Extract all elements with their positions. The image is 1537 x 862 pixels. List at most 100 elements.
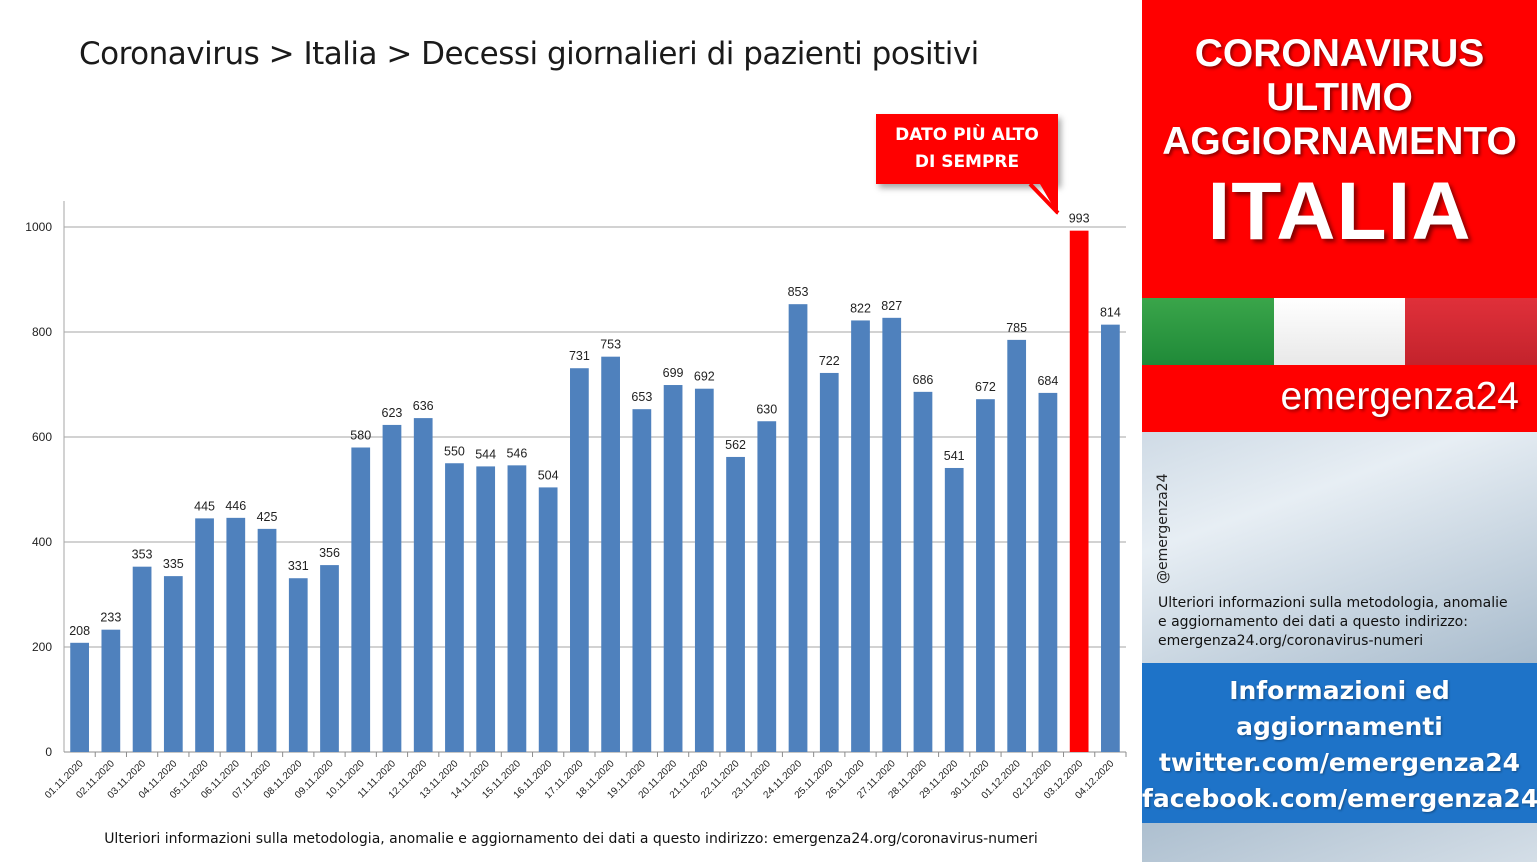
italian-flag — [1142, 298, 1537, 365]
bar — [570, 368, 589, 752]
facebook-link[interactable]: facebook.com/emergenza24 — [1142, 784, 1537, 813]
y-tick-label: 800 — [32, 325, 52, 339]
sidebar-header: CORONAVIRUS ULTIMO AGGIORNAMENTO ITALIA — [1142, 0, 1537, 298]
header-country: ITALIA — [1207, 166, 1472, 257]
flag-white-stripe — [1274, 298, 1405, 365]
footer-note: Ulteriori informazioni sulla metodologia… — [104, 831, 1038, 847]
bar — [694, 388, 714, 752]
bar — [382, 424, 402, 752]
social-handle: @emergenza24 — [1155, 473, 1171, 585]
data-label: 722 — [819, 354, 840, 368]
bar — [476, 466, 496, 752]
bar — [851, 320, 870, 752]
data-label: 993 — [1069, 212, 1090, 226]
data-label: 853 — [788, 285, 809, 299]
data-label: 814 — [1100, 306, 1121, 320]
header-line2: ULTIMO — [1266, 76, 1413, 119]
data-label: 541 — [944, 449, 965, 463]
data-label: 653 — [631, 390, 652, 404]
data-label: 544 — [475, 447, 496, 461]
info-line1: Informazioni ed — [1229, 676, 1450, 705]
twitter-link[interactable]: twitter.com/emergenza24 — [1158, 748, 1521, 777]
bar — [1007, 339, 1027, 752]
sidebar-note-line2: e aggiornamento dei dati a questo indiri… — [1158, 614, 1468, 630]
data-label: 753 — [600, 338, 621, 352]
bar — [101, 629, 121, 752]
bar — [788, 304, 808, 752]
bar — [882, 317, 902, 752]
y-tick-label: 1000 — [25, 220, 52, 234]
bar — [413, 418, 433, 752]
sidebar-note-line3: emergenza24.org/coronavirus-numeri — [1158, 633, 1424, 649]
sidebar-note-line1: Ulteriori informazioni sulla metodologia… — [1158, 595, 1508, 611]
data-label: 208 — [69, 624, 90, 638]
bar — [507, 465, 527, 752]
data-label: 699 — [663, 366, 684, 380]
y-tick-label: 400 — [32, 535, 52, 549]
data-label: 684 — [1037, 374, 1058, 388]
callout-line2: DI SEMPRE — [914, 152, 1020, 172]
bar — [288, 578, 308, 752]
bar — [1101, 324, 1120, 752]
bar — [445, 463, 464, 752]
info-box: Informazioni ed aggiornamenti twitter.co… — [1142, 663, 1537, 823]
data-label: 446 — [225, 499, 246, 513]
data-label: 692 — [694, 370, 715, 384]
bar — [70, 642, 89, 752]
y-tick-label: 0 — [45, 745, 52, 759]
bar — [632, 409, 652, 752]
data-label: 785 — [1006, 321, 1027, 335]
data-label: 636 — [413, 399, 434, 413]
data-label: 335 — [163, 557, 184, 571]
callout-line1: DATO PIÙ ALTO — [895, 125, 1039, 145]
data-label: 356 — [319, 546, 340, 560]
page-title: Coronavirus > Italia > Decessi giornalie… — [79, 36, 979, 72]
data-label: 731 — [569, 349, 590, 363]
brand-name: emergenza24 — [1280, 375, 1520, 418]
brand-bar: emergenza24 — [1142, 365, 1537, 432]
data-label: 822 — [850, 301, 871, 315]
data-label: 630 — [756, 402, 777, 416]
bar — [257, 528, 277, 752]
bar — [663, 385, 683, 752]
info-line2: aggiornamenti — [1236, 712, 1443, 741]
data-label: 504 — [538, 468, 559, 482]
header-line3: AGGIORNAMENTO — [1162, 120, 1517, 163]
record-callout: DATO PIÙ ALTO DI SEMPRE — [876, 114, 1058, 184]
data-label: 562 — [725, 438, 746, 452]
chart-area: Coronavirus > Italia > Decessi giornalie… — [25, 36, 1127, 847]
data-label: 580 — [350, 429, 371, 443]
y-tick-label: 200 — [32, 640, 52, 654]
data-label: 425 — [257, 510, 278, 524]
bar — [1069, 230, 1089, 753]
data-label: 827 — [881, 299, 902, 313]
data-label: 331 — [288, 559, 309, 573]
bar — [320, 565, 339, 752]
bar — [726, 456, 745, 752]
data-label: 623 — [382, 406, 403, 420]
bar — [913, 391, 933, 752]
header-line1: CORONAVIRUS — [1194, 32, 1485, 75]
bar — [351, 447, 371, 752]
flag-green-stripe — [1142, 298, 1274, 365]
data-label: 686 — [913, 373, 934, 387]
data-label: 353 — [132, 548, 153, 562]
bar-chart: 0200400600800100020801.11.202023302.11.2… — [25, 201, 1127, 802]
bar — [757, 421, 777, 752]
bar — [1038, 392, 1058, 752]
y-tick-label: 600 — [32, 430, 52, 444]
flag-red-stripe — [1405, 298, 1537, 365]
data-label: 550 — [444, 444, 465, 458]
bar — [195, 518, 214, 752]
bar — [976, 399, 995, 752]
bar — [819, 372, 839, 752]
data-label: 672 — [975, 380, 996, 394]
data-label: 445 — [194, 499, 215, 513]
bar — [944, 467, 964, 752]
bar — [132, 566, 152, 752]
bar — [163, 576, 183, 752]
data-label: 546 — [506, 446, 527, 460]
sidebar-note: Ulteriori informazioni sulla metodologia… — [1158, 594, 1528, 651]
bar — [601, 356, 620, 752]
data-label: 233 — [100, 611, 121, 625]
